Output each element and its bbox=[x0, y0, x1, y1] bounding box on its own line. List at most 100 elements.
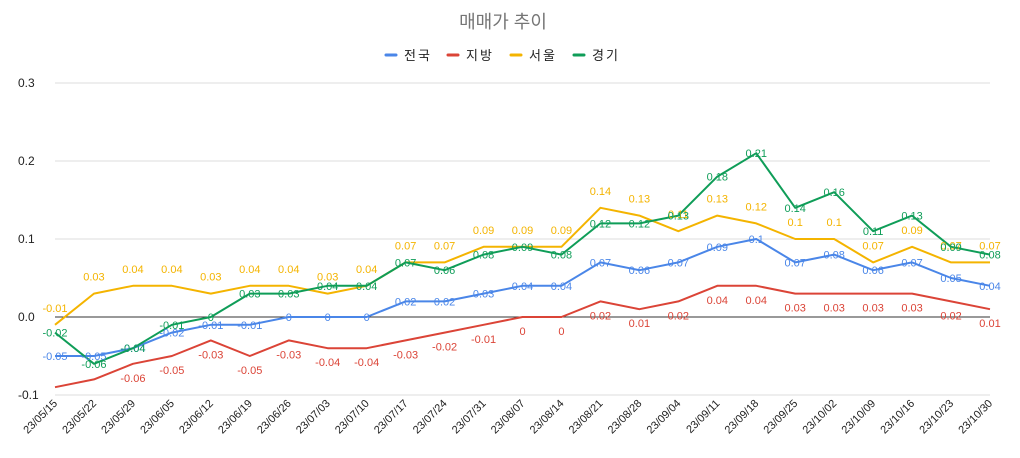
data-label: -0.04 bbox=[120, 343, 145, 355]
data-label: 0.02 bbox=[434, 296, 455, 308]
data-label: 0.04 bbox=[356, 281, 377, 293]
data-label: 0.04 bbox=[512, 281, 533, 293]
legend-label[interactable]: 서울 bbox=[529, 48, 557, 63]
data-label: 0.04 bbox=[707, 295, 728, 307]
x-tick-label: 23/10/02 bbox=[801, 398, 840, 437]
data-label: -0.01 bbox=[237, 320, 262, 332]
x-tick-label: 23/08/28 bbox=[606, 398, 645, 437]
data-label: 0.09 bbox=[940, 242, 961, 254]
data-label: 0.07 bbox=[434, 240, 455, 252]
data-label: -0.05 bbox=[81, 351, 106, 363]
data-label: 0.03 bbox=[784, 303, 805, 315]
data-label: 0.07 bbox=[590, 257, 611, 269]
data-label: 0.01 bbox=[979, 318, 1000, 330]
data-label: 0.12 bbox=[590, 218, 611, 230]
data-label: 0.14 bbox=[784, 203, 805, 215]
data-label: -0.05 bbox=[237, 365, 262, 377]
data-label: 0 bbox=[364, 312, 370, 324]
data-label: 0.08 bbox=[823, 250, 844, 262]
data-label: 0.13 bbox=[901, 211, 922, 223]
data-label: 0.11 bbox=[668, 209, 689, 221]
data-label: 0.02 bbox=[395, 296, 416, 308]
y-tick-label: 0.2 bbox=[18, 154, 35, 168]
data-label: -0.02 bbox=[42, 328, 67, 340]
legend[interactable]: 전국 지방 서울 경기 bbox=[384, 48, 620, 63]
x-tick-label: 23/09/11 bbox=[684, 398, 722, 436]
x-tick-label: 23/08/07 bbox=[489, 398, 528, 437]
data-label: 0.16 bbox=[823, 187, 844, 199]
data-label: 0.03 bbox=[473, 289, 494, 301]
data-label: 0 bbox=[558, 326, 564, 338]
data-label: 0 bbox=[208, 312, 214, 324]
x-axis: 23/05/15 23/05/22 23/05/29 23/06/05 23/06/12… bbox=[21, 398, 995, 437]
data-label: -0.05 bbox=[42, 351, 67, 363]
data-label: 0.07 bbox=[862, 240, 883, 252]
data-label: 0 bbox=[325, 312, 331, 324]
data-label: 0.03 bbox=[278, 289, 299, 301]
data-label: 0.04 bbox=[161, 264, 182, 276]
x-tick-label: 23/10/09 bbox=[839, 398, 878, 437]
x-tick-label: 23/06/19 bbox=[216, 398, 255, 437]
data-label: 0.21 bbox=[746, 148, 767, 160]
data-label: 0 bbox=[286, 312, 292, 324]
data-label: 0.07 bbox=[784, 257, 805, 269]
data-label: 0.1 bbox=[788, 217, 803, 229]
data-label: 0.02 bbox=[940, 310, 961, 322]
x-tick-label: 23/05/29 bbox=[99, 398, 138, 437]
x-tick-label: 23/08/14 bbox=[528, 398, 567, 437]
series-line[interactable] bbox=[54, 284, 991, 389]
data-label: 0.09 bbox=[901, 225, 922, 237]
x-tick-label: 23/05/15 bbox=[21, 398, 60, 437]
data-label: 0.09 bbox=[473, 225, 494, 237]
data-label: 0.04 bbox=[239, 264, 260, 276]
legend-label[interactable]: 지방 bbox=[466, 48, 494, 63]
data-label: 0.12 bbox=[746, 201, 767, 213]
data-label: 0.03 bbox=[83, 272, 104, 284]
data-label: -0.01 bbox=[198, 320, 223, 332]
data-label: 0.07 bbox=[979, 240, 1000, 252]
data-label: 0.04 bbox=[979, 281, 1000, 293]
data-label: 0.02 bbox=[668, 310, 689, 322]
data-label: -0.04 bbox=[354, 357, 379, 369]
data-label: 0.13 bbox=[707, 194, 728, 206]
data-label: -0.02 bbox=[432, 342, 457, 354]
x-tick-label: 23/06/05 bbox=[138, 398, 177, 437]
data-label: 0.08 bbox=[979, 250, 1000, 262]
data-label: 0.04 bbox=[356, 264, 377, 276]
data-label: 0.18 bbox=[707, 172, 728, 184]
x-tick-label: 23/10/23 bbox=[917, 398, 956, 437]
y-tick-label: 0.3 bbox=[18, 76, 35, 90]
data-label: 0.04 bbox=[278, 264, 299, 276]
data-label: 0.03 bbox=[823, 303, 844, 315]
data-label: 0.13 bbox=[629, 194, 650, 206]
data-label: -0.01 bbox=[159, 320, 184, 332]
data-label: 0.02 bbox=[590, 310, 611, 322]
series-line[interactable] bbox=[55, 238, 991, 357]
series-line[interactable] bbox=[54, 152, 991, 365]
data-label: -0.01 bbox=[42, 303, 67, 315]
data-label: 0.05 bbox=[940, 273, 961, 285]
legend-label[interactable]: 전국 bbox=[404, 48, 432, 63]
x-tick-label: 23/08/21 bbox=[567, 398, 606, 437]
data-label: 0.07 bbox=[940, 240, 961, 252]
chart-title: 매매가 추이 bbox=[459, 12, 547, 32]
x-tick-label: 23/06/12 bbox=[177, 398, 216, 437]
data-label: 0.06 bbox=[629, 265, 650, 277]
legend-label[interactable]: 경기 bbox=[592, 48, 620, 63]
data-label: 0.04 bbox=[122, 264, 143, 276]
x-tick-label: 23/10/30 bbox=[956, 398, 995, 437]
data-label: 0.07 bbox=[395, 257, 416, 269]
series-lines bbox=[54, 152, 991, 389]
x-tick-label: 23/09/18 bbox=[723, 398, 762, 437]
data-label: 0.09 bbox=[551, 225, 572, 237]
data-label: 0.07 bbox=[668, 257, 689, 269]
data-label: 0.03 bbox=[901, 303, 922, 315]
x-tick-label: 23/05/22 bbox=[60, 398, 99, 437]
x-tick-label: 23/07/10 bbox=[333, 398, 372, 437]
data-label: -0.03 bbox=[198, 349, 223, 361]
data-label: 0.06 bbox=[862, 265, 883, 277]
data-label: 0.06 bbox=[434, 265, 455, 277]
x-tick-label: 23/07/31 bbox=[450, 398, 489, 437]
